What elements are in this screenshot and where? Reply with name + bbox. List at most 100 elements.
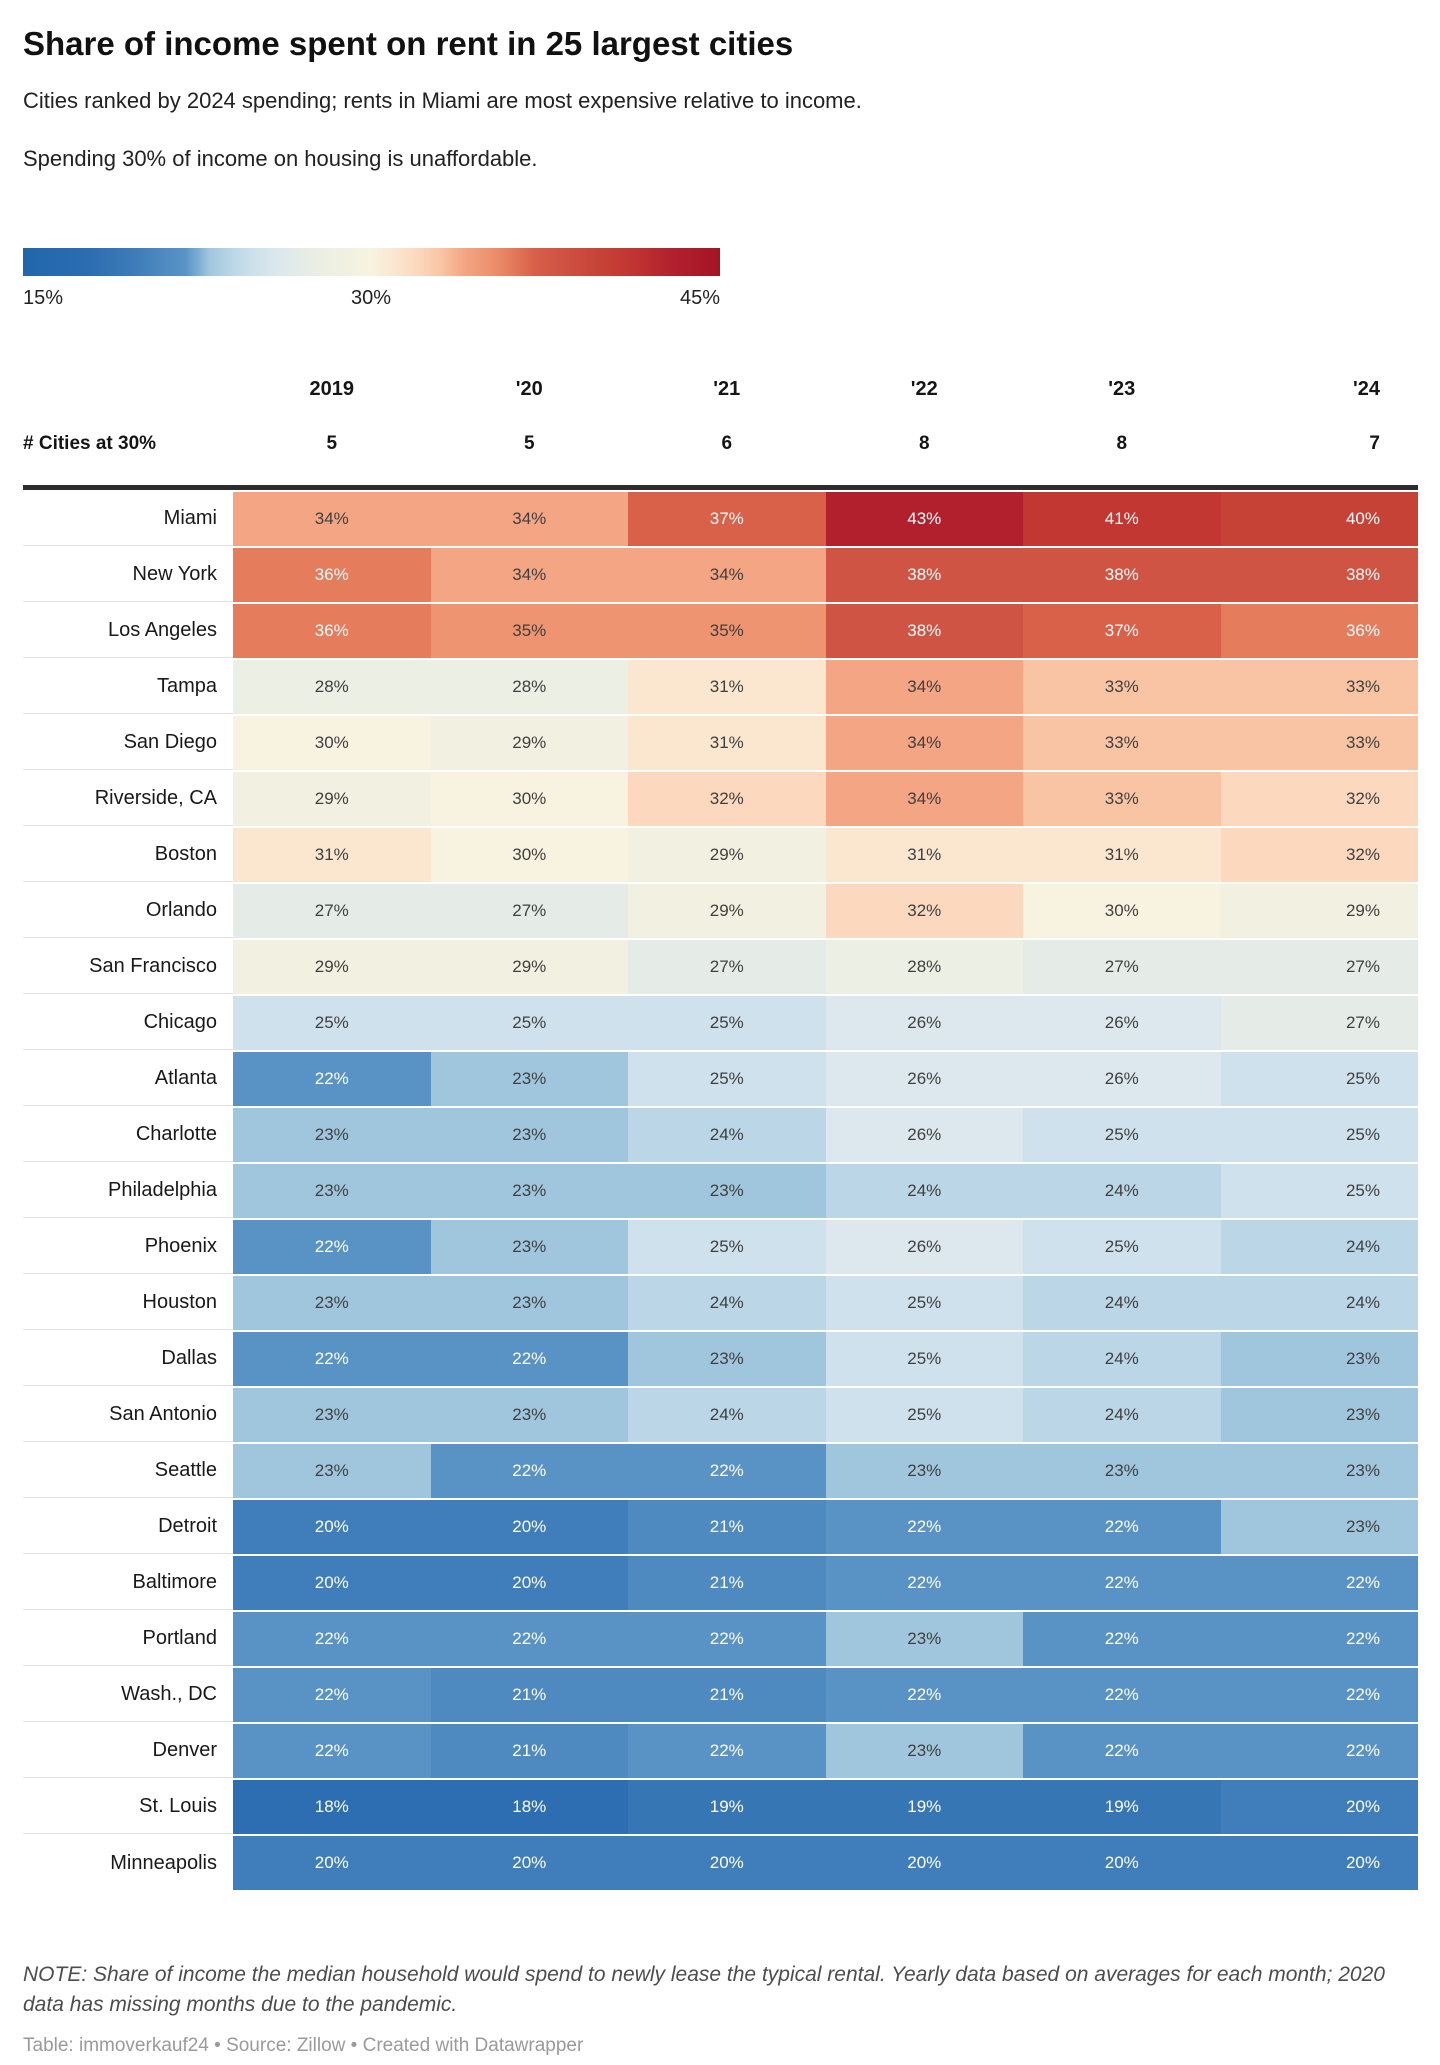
value-cell: 24%	[628, 1276, 826, 1330]
value-cell: 22%	[1220, 1724, 1418, 1778]
value-cell: 21%	[628, 1500, 826, 1554]
table-row: Detroit 20% 20% 21% 22% 22% 23%	[23, 1500, 1418, 1554]
value-cell: 23%	[430, 1108, 628, 1162]
city-label: San Francisco	[23, 940, 233, 994]
value-cell: 41%	[1023, 492, 1221, 546]
credit-text: Table: immoverkauf24 • Source: Zillow • …	[23, 2035, 584, 2056]
value-cell: 31%	[628, 660, 826, 714]
value-cell: 18%	[430, 1780, 628, 1834]
note-text: NOTE: Share of income the median househo…	[23, 1963, 1385, 2016]
value-cell: 26%	[1023, 996, 1221, 1050]
value-cell: 22%	[1023, 1612, 1221, 1666]
value-cell: 23%	[233, 1276, 431, 1330]
value-cell: 19%	[1023, 1780, 1221, 1834]
city-label: Dallas	[23, 1332, 233, 1386]
value-cell: 25%	[825, 1388, 1023, 1442]
cities-at-30-value: 7	[1369, 433, 1380, 454]
value-cell: 25%	[628, 1220, 826, 1274]
value-cell: 21%	[430, 1668, 628, 1722]
value-cell: 31%	[1023, 828, 1221, 882]
value-cell: 20%	[430, 1500, 628, 1554]
value-cell: 25%	[430, 996, 628, 1050]
value-cell: 23%	[825, 1612, 1023, 1666]
city-label: Tampa	[23, 660, 233, 714]
value-cell: 26%	[825, 1220, 1023, 1274]
value-cell: 23%	[430, 1052, 628, 1106]
value-cell: 32%	[1220, 772, 1418, 826]
value-cell: 25%	[1023, 1108, 1221, 1162]
value-cell: 36%	[1220, 604, 1418, 658]
cities-at-30-value: 8	[918, 433, 930, 454]
value-cell: 23%	[233, 1164, 431, 1218]
cities-at-30-value: 5	[523, 433, 535, 454]
value-cell: 35%	[430, 604, 628, 658]
table-row: Miami 34% 34% 37% 43% 41% 40%	[23, 492, 1418, 546]
table-row: Dallas 22% 22% 23% 25% 24% 23%	[23, 1332, 1418, 1386]
value-cell: 29%	[233, 940, 431, 994]
value-cell: 27%	[1220, 940, 1418, 994]
value-cell: 24%	[1220, 1276, 1418, 1330]
value-cell: 22%	[825, 1556, 1023, 1610]
value-cell: 30%	[430, 828, 628, 882]
value-cell: 23%	[233, 1108, 431, 1162]
value-cell: 32%	[628, 772, 826, 826]
value-cell: 27%	[628, 940, 826, 994]
table-row: Tampa 28% 28% 31% 34% 33% 33%	[23, 660, 1418, 714]
table-row: Philadelphia 23% 23% 23% 24% 24% 25%	[23, 1164, 1418, 1218]
table-row: Baltimore 20% 20% 21% 22% 22% 22%	[23, 1556, 1418, 1610]
value-cell: 24%	[1023, 1164, 1221, 1218]
value-cell: 23%	[430, 1276, 628, 1330]
value-cell: 25%	[1220, 1164, 1418, 1218]
value-cell: 26%	[825, 1052, 1023, 1106]
table-row: Seattle 23% 22% 22% 23% 23% 23%	[23, 1444, 1418, 1498]
value-cell: 27%	[1220, 996, 1418, 1050]
cities-at-30-value: 5	[326, 433, 338, 454]
city-label: Boston	[23, 828, 233, 882]
table-row: Los Angeles 36% 35% 35% 38% 37% 36%	[23, 604, 1418, 658]
year-header-row: 2019 '20 '21 '22 '23 '24	[23, 375, 1418, 403]
value-cell: 25%	[1220, 1052, 1418, 1106]
value-cell: 20%	[628, 1836, 826, 1890]
value-cell: 38%	[825, 548, 1023, 602]
value-cell: 40%	[1220, 492, 1418, 546]
city-label: New York	[23, 548, 233, 602]
table-row: Portland 22% 22% 22% 23% 22% 22%	[23, 1612, 1418, 1666]
year-header-cell: 2019	[309, 377, 355, 400]
value-cell: 22%	[233, 1668, 431, 1722]
city-label: Portland	[23, 1612, 233, 1666]
year-header-cell: '24	[1352, 377, 1380, 400]
value-cell: 23%	[1220, 1388, 1418, 1442]
value-cell: 22%	[1023, 1724, 1221, 1778]
value-cell: 29%	[628, 828, 826, 882]
city-label: Denver	[23, 1724, 233, 1778]
value-cell: 23%	[628, 1332, 826, 1386]
value-cell: 22%	[233, 1332, 431, 1386]
city-label: Wash., DC	[23, 1668, 233, 1722]
value-cell: 22%	[430, 1332, 628, 1386]
value-cell: 34%	[233, 492, 431, 546]
value-cell: 34%	[825, 716, 1023, 770]
value-cell: 22%	[430, 1612, 628, 1666]
value-cell: 38%	[1220, 548, 1418, 602]
city-label: Detroit	[23, 1500, 233, 1554]
value-cell: 24%	[1220, 1220, 1418, 1274]
table-row: St. Louis 18% 18% 19% 19% 19% 20%	[23, 1780, 1418, 1834]
city-label: San Antonio	[23, 1388, 233, 1442]
value-cell: 21%	[430, 1724, 628, 1778]
value-cell: 23%	[430, 1220, 628, 1274]
value-cell: 29%	[628, 884, 826, 938]
value-cell: 27%	[1023, 940, 1221, 994]
value-cell: 22%	[1220, 1668, 1418, 1722]
value-cell: 37%	[1023, 604, 1221, 658]
chart-container: Share of income spent on rent in 25 larg…	[23, 24, 1418, 2058]
city-label: Charlotte	[23, 1108, 233, 1162]
value-cell: 24%	[1023, 1332, 1221, 1386]
value-cell: 27%	[233, 884, 431, 938]
color-legend: 15% 30% 45%	[23, 248, 720, 311]
legend-gradient-bar	[23, 248, 720, 276]
table-row: Minneapolis 20% 20% 20% 20% 20% 20%	[23, 1836, 1418, 1890]
year-header-cell: '21	[713, 377, 741, 400]
value-cell: 23%	[628, 1164, 826, 1218]
table-row: Atlanta 22% 23% 25% 26% 26% 25%	[23, 1052, 1418, 1106]
value-cell: 33%	[1023, 772, 1221, 826]
